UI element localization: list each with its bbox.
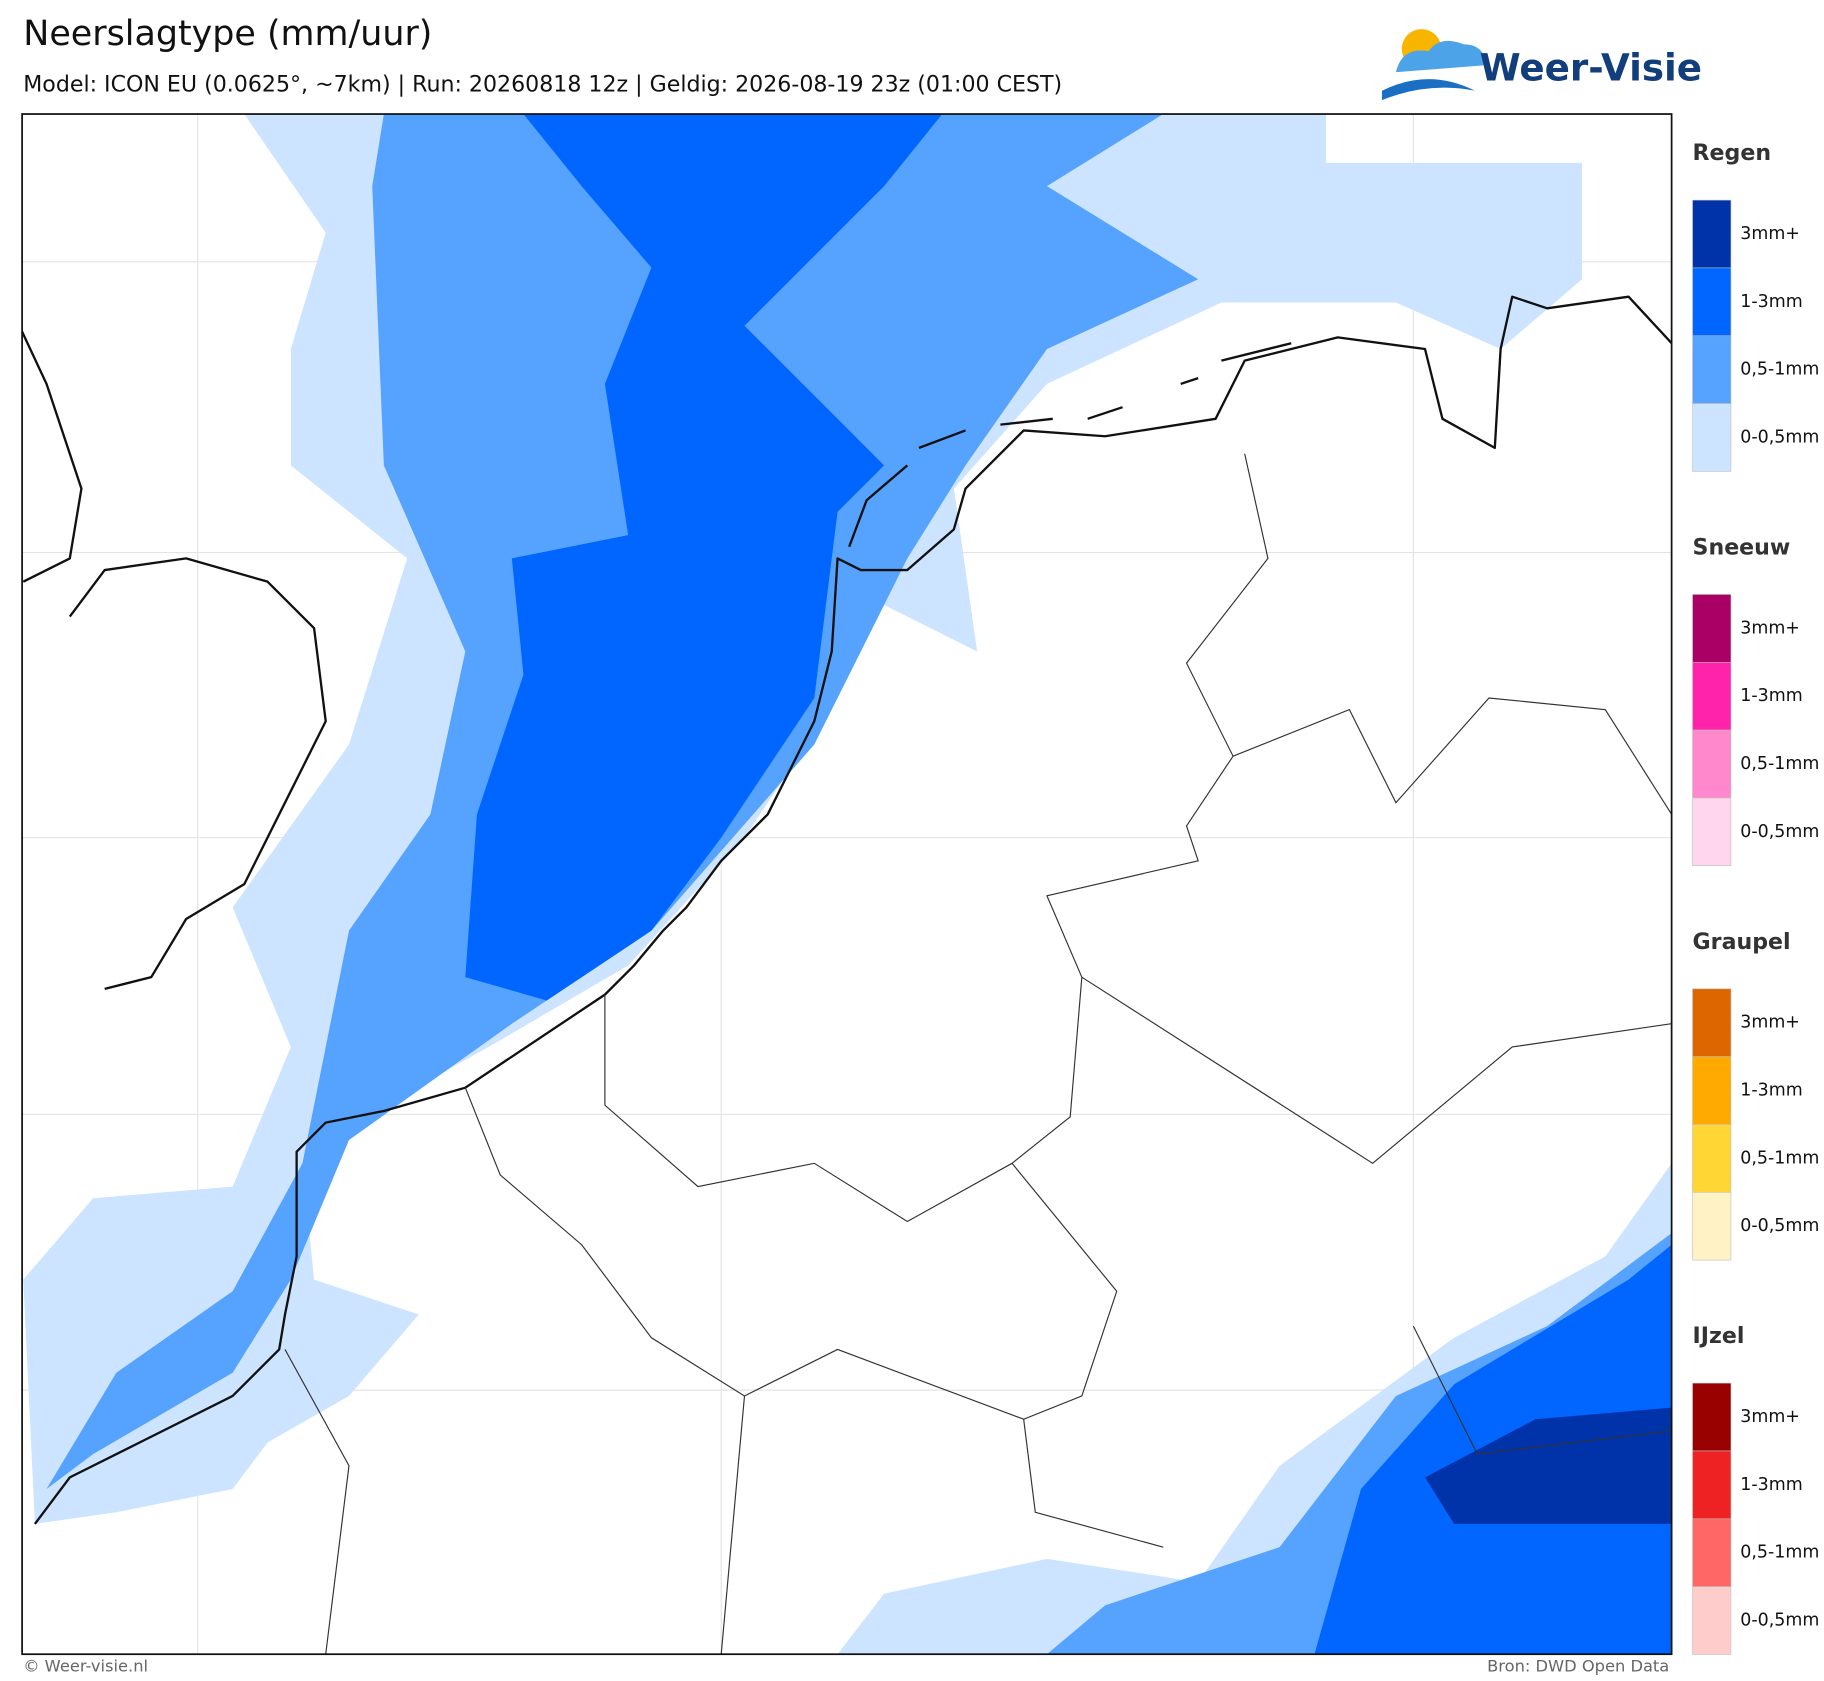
legend-label: 3mm+: [1740, 1013, 1800, 1033]
title: Neerslagtype (mm/uur): [23, 14, 432, 54]
legend-swatch: [1692, 335, 1732, 404]
legend-swatch: [1692, 594, 1732, 663]
legend-label: 3mm+: [1740, 1407, 1800, 1427]
legend-label: 0,5-1mm: [1740, 360, 1819, 380]
logo-text: Weer-Visie: [1480, 45, 1702, 89]
legend-label: 0,5-1mm: [1740, 754, 1819, 774]
legend-title: Regen: [1693, 140, 1772, 166]
legend-swatch: [1692, 1382, 1732, 1452]
legend-label: 1-3mm: [1740, 1475, 1802, 1495]
legend-swatch: [1692, 1450, 1732, 1520]
legend-label: 3mm+: [1740, 618, 1800, 638]
legend-swatch: [1692, 729, 1732, 799]
legend-label: 3mm+: [1740, 224, 1800, 244]
legend-swatch: [1692, 1191, 1732, 1261]
legend-swatch: [1692, 403, 1732, 472]
legend: Regen 3mm+ 1-3mm 0,5-1mm 0-0,5mm Sneeuw 3mm+ 1-…: [1692, 140, 1819, 1655]
logo: Weer-Visie: [1381, 29, 1702, 101]
legend-title: Graupel: [1693, 929, 1791, 955]
legend-label: 0,5-1mm: [1740, 1148, 1819, 1168]
legend-label: 0-0,5mm: [1740, 1216, 1819, 1236]
legend-title: Sneeuw: [1693, 534, 1791, 560]
legend-label: 1-3mm: [1740, 1081, 1802, 1101]
subtitle: Model: ICON EU (0.0625°, ~7km) | Run: 20…: [23, 71, 1062, 97]
footer-left: © Weer-visie.nl: [23, 1657, 148, 1676]
legend-swatch: [1692, 988, 1732, 1057]
legend-label: 1-3mm: [1740, 686, 1802, 706]
legend-label: 0-0,5mm: [1740, 822, 1819, 842]
map: [21, 113, 1673, 1656]
legend-swatch: [1692, 1056, 1732, 1125]
legend-label: 0-0,5mm: [1740, 1611, 1819, 1631]
legend-swatch: [1692, 1124, 1732, 1193]
legend-title: IJzel: [1693, 1323, 1745, 1349]
footer-right: Bron: DWD Open Data: [1487, 1657, 1669, 1676]
legend-label: 0,5-1mm: [1740, 1543, 1819, 1563]
legend-swatch: [1692, 199, 1732, 269]
legend-swatch: [1692, 661, 1732, 731]
legend-swatch: [1692, 1586, 1732, 1655]
legend-label: 1-3mm: [1740, 292, 1802, 312]
legend-swatch: [1692, 267, 1732, 337]
legend-label: 0-0,5mm: [1740, 427, 1819, 447]
legend-swatch: [1692, 797, 1732, 867]
legend-swatch: [1692, 1518, 1732, 1587]
